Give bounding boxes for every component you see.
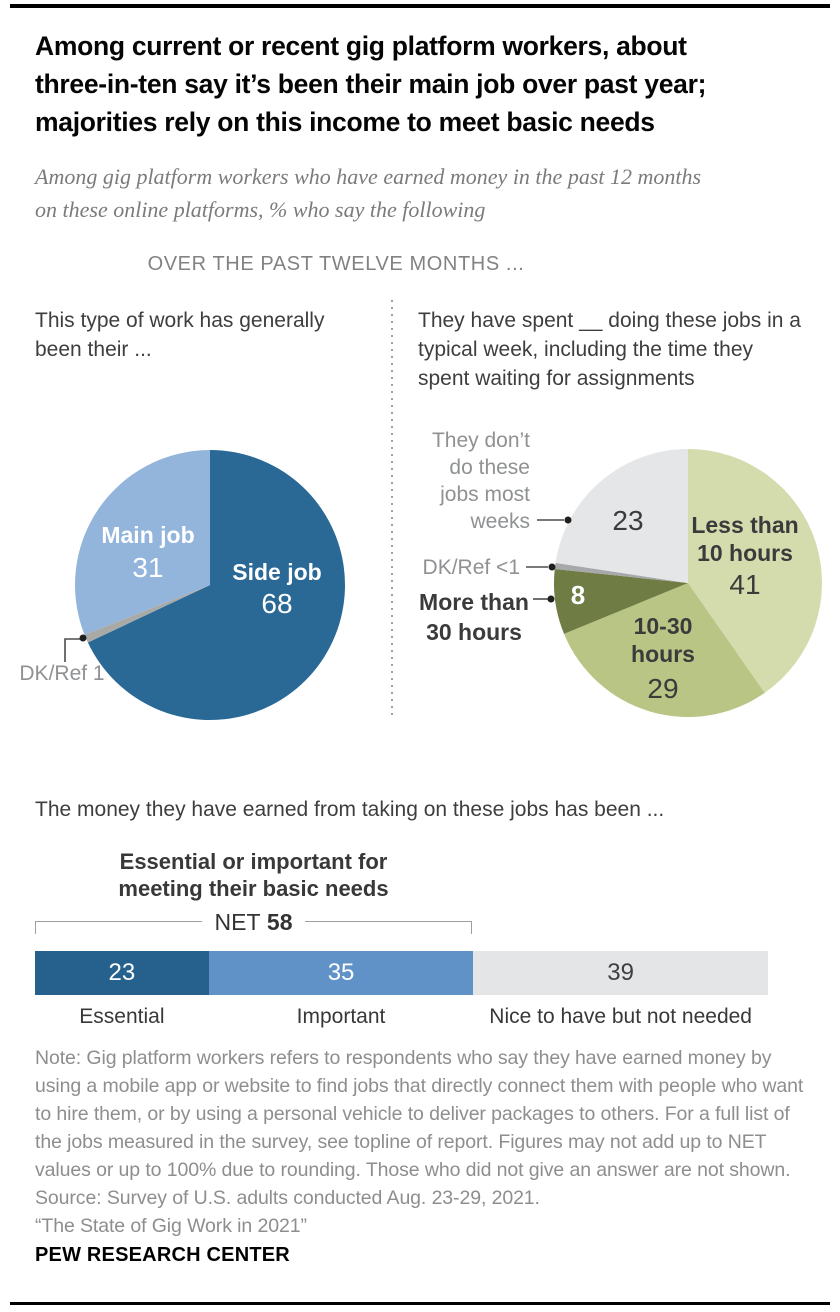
bar-segment-essential: 23 [35, 951, 209, 995]
net-heading: Essential or important for meeting their… [35, 848, 472, 902]
chart-title-line: majorities rely on this income to meet b… [35, 107, 655, 137]
pie-label-less-than-10: 10 hours [697, 540, 793, 566]
more-than-30-leader-dot [547, 595, 555, 603]
left-pie-heading: This type of work has generally been the… [35, 306, 324, 364]
chart-title: Among current or recent gig platform wor… [35, 27, 835, 141]
net-heading-line: Essential or important for [119, 849, 388, 874]
net-value: 58 [266, 909, 293, 935]
left-pie-heading-line: been their ... [35, 338, 152, 361]
report-title: “The State of Gig Work in 2021” [35, 1215, 307, 1237]
net-bracket: NET 58 [35, 909, 472, 936]
pie-value-more-than-30: 8 [571, 580, 585, 610]
section-label: OVER THE PAST TWELVE MONTHS ... [147, 253, 525, 275]
left-pie-heading-line: This type of work has generally [35, 309, 325, 332]
pie-label-dkref: DK/Ref <1 [423, 556, 520, 579]
right-pie-heading: They have spent __ doing these jobs in a… [418, 306, 801, 393]
note-text: Note: Gig platform workers refers to res… [35, 1047, 804, 1181]
right-pie-slices [554, 449, 823, 718]
pie-label-no-most-weeks: do these [449, 456, 530, 479]
bar-segment-important: 35 [208, 951, 474, 995]
pie-label-more-than-30: 30 hours [426, 619, 522, 645]
left-pie-chart: Main job 31 Side job 68 DK/Ref 1 [19, 450, 346, 720]
chart-title-line: Among current or recent gig platform wor… [35, 31, 687, 61]
chart-subtitle: Among gig platform workers who have earn… [35, 160, 815, 226]
pie-value-side-job: 68 [261, 588, 292, 619]
pie-label-no-most-weeks: weeks [469, 510, 530, 533]
net-heading-line: meeting their basic needs [118, 876, 389, 901]
pie-label-no-most-weeks: jobs most [439, 483, 530, 506]
bar-segment-nice-to-have: 39 [473, 951, 768, 995]
footnote: Note: Gig platform workers refers to res… [35, 1044, 819, 1240]
pie-value-no-most-weeks: 23 [612, 505, 643, 536]
top-rule [10, 4, 830, 8]
pie-label-more-than-30: More than [419, 589, 529, 615]
bar-label-important: Important [296, 1005, 386, 1028]
pie-value-main-job: 31 [132, 552, 163, 583]
pie-value-less-than-10: 41 [729, 569, 760, 600]
bottom-rule [10, 1302, 830, 1305]
left-pie-slices [74, 450, 346, 720]
pie-slice-more-than-30-hours [554, 569, 688, 634]
panel-divider [391, 300, 393, 718]
pie-label-10-30-hours: 10-30 [634, 613, 693, 639]
stacked-bar: 23 35 39 [35, 951, 768, 995]
chart-subtitle-line: Among gig platform workers who have earn… [35, 164, 702, 189]
pie-value-10-30-hours: 29 [647, 673, 678, 704]
pie-slice-main-job [74, 450, 210, 635]
pie-label-no-most-weeks: They don’t [432, 429, 530, 452]
bar-label-essential: Essential [79, 1005, 165, 1028]
brand-logo-text: PEW RESEARCH CENTER [35, 1244, 290, 1266]
net-value-label: NET 58 [201, 909, 306, 936]
chart-subtitle-line: on these online platforms, % who say the… [35, 197, 486, 222]
source-text: Source: Survey of U.S. adults conducted … [35, 1187, 540, 1209]
pie-label-10-30-hours: hours [631, 641, 695, 667]
pie-slice-10-30-hours [564, 583, 765, 718]
pie-slice-less-than-10-hours [688, 449, 823, 693]
pie-slice-they-don-t-do-these-jobs-most-weeks [555, 449, 688, 583]
pie-label-main-job: Main job [101, 522, 194, 548]
pie-slice-dk-ref [84, 585, 210, 643]
chart-title-line: three-in-ten say it’s been their main jo… [35, 69, 707, 99]
right-pie-chart: Less than 10 hours 41 10-30 hours 29 23 … [419, 429, 823, 718]
right-pie-heading-line: They have spent __ doing these jobs in a [418, 309, 801, 332]
right-pie-heading-line: spent waiting for assignments [418, 367, 695, 390]
dkref-leader-dot [79, 634, 87, 642]
pie-label-dkref: DK/Ref 1 [19, 662, 104, 685]
no-most-weeks-leader-dot [564, 516, 572, 524]
pie-label-side-job: Side job [232, 559, 321, 585]
bar-section-heading: The money they have earned from taking o… [35, 798, 665, 821]
pie-slice-side-job [87, 450, 346, 720]
right-pie-heading-line: typical week, including the time they [418, 338, 754, 361]
bar-labels: Essential Important Nice to have but not… [35, 1005, 768, 1029]
dkref-leader-line [64, 638, 80, 662]
dkref-leader-dot [548, 563, 556, 571]
pie-slice-dk-ref [554, 562, 688, 583]
bar-label-nice-to-have: Nice to have but not needed [489, 1005, 752, 1028]
net-label: NET [214, 909, 261, 935]
pie-label-less-than-10: Less than [691, 512, 798, 538]
